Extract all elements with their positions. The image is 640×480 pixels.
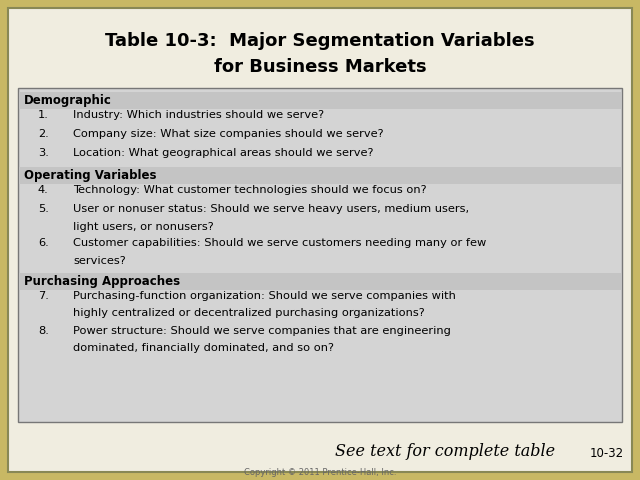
Text: Location: What geographical areas should we serve?: Location: What geographical areas should… xyxy=(73,148,374,158)
Text: Industry: Which industries should we serve?: Industry: Which industries should we ser… xyxy=(73,110,324,120)
Text: Customer capabilities: Should we serve customers needing many or few: Customer capabilities: Should we serve c… xyxy=(73,239,486,249)
Text: 3.: 3. xyxy=(38,148,49,158)
Text: Power structure: Should we serve companies that are engineering: Power structure: Should we serve compani… xyxy=(73,325,451,336)
Text: Copyright © 2011 Prentice-Hall, Inc.: Copyright © 2011 Prentice-Hall, Inc. xyxy=(244,468,396,477)
Text: Company size: What size companies should we serve?: Company size: What size companies should… xyxy=(73,129,383,139)
FancyBboxPatch shape xyxy=(19,273,621,290)
Text: Purchasing-function organization: Should we serve companies with: Purchasing-function organization: Should… xyxy=(73,291,456,301)
Text: 2.: 2. xyxy=(38,129,49,139)
FancyBboxPatch shape xyxy=(8,8,632,472)
Text: 10-32: 10-32 xyxy=(590,447,624,460)
Text: dominated, financially dominated, and so on?: dominated, financially dominated, and so… xyxy=(73,343,334,353)
Text: services?: services? xyxy=(73,256,125,266)
Text: 6.: 6. xyxy=(38,239,49,249)
FancyBboxPatch shape xyxy=(19,167,621,184)
Text: light users, or nonusers?: light users, or nonusers? xyxy=(73,221,214,231)
Text: highly centralized or decentralized purchasing organizations?: highly centralized or decentralized purc… xyxy=(73,309,425,319)
Text: Table 10-3:  Major Segmentation Variables: Table 10-3: Major Segmentation Variables xyxy=(105,32,535,50)
Text: 4.: 4. xyxy=(38,185,49,195)
Text: for Business Markets: for Business Markets xyxy=(214,58,426,76)
FancyBboxPatch shape xyxy=(18,88,622,422)
Text: Operating Variables: Operating Variables xyxy=(24,169,157,182)
Text: Technology: What customer technologies should we focus on?: Technology: What customer technologies s… xyxy=(73,185,427,195)
Text: Demographic: Demographic xyxy=(24,94,112,107)
Text: User or nonuser status: Should we serve heavy users, medium users,: User or nonuser status: Should we serve … xyxy=(73,204,469,214)
Text: See text for complete table: See text for complete table xyxy=(335,443,555,460)
Text: Purchasing Approaches: Purchasing Approaches xyxy=(24,275,180,288)
Text: 7.: 7. xyxy=(38,291,49,301)
Text: 5.: 5. xyxy=(38,204,49,214)
Text: 1.: 1. xyxy=(38,110,49,120)
Text: 8.: 8. xyxy=(38,325,49,336)
FancyBboxPatch shape xyxy=(19,92,621,109)
